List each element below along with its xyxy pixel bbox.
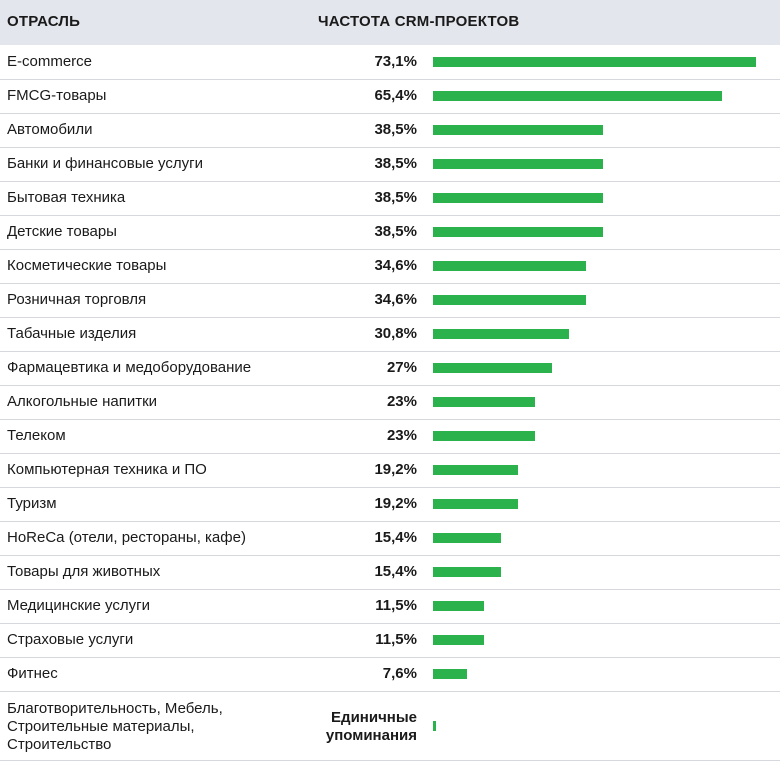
row-separator: [0, 623, 780, 624]
bar: [433, 329, 569, 339]
value-label: 30,8%: [374, 325, 417, 342]
category-label-line: Благотворительность, Мебель,: [7, 700, 223, 717]
bar: [433, 397, 535, 407]
row-separator: [0, 487, 780, 488]
category-label: Товары для животных: [7, 563, 161, 580]
value-label: 23%: [386, 393, 417, 410]
bar: [433, 227, 603, 237]
category-label: Благотворительность, Мебель, Строительные…: [7, 700, 223, 754]
row-separator: [0, 317, 780, 318]
category-label: Розничная торговля: [7, 291, 147, 308]
category-label: Табачные изделия: [7, 325, 137, 342]
value-label: 34,6%: [374, 257, 417, 274]
category-label: Фитнес: [7, 665, 58, 682]
row-separator: [0, 113, 780, 114]
bar: [433, 193, 603, 203]
category-label: Автомобили: [7, 121, 93, 138]
category-label: Косметические товары: [7, 257, 167, 274]
value-label: 11,5%: [375, 597, 417, 614]
value-label: 7,6%: [382, 665, 417, 682]
row-separator: [0, 249, 780, 250]
category-label: Медицинские услуги: [7, 597, 150, 614]
value-label: 65,4%: [374, 87, 417, 104]
bar: [433, 125, 603, 135]
bar: [433, 465, 518, 475]
value-label-line: Единичные: [331, 709, 417, 726]
row-separator: [0, 555, 780, 556]
bar: [433, 295, 586, 305]
category-label: Страховые услуги: [7, 631, 134, 648]
category-label: Телеком: [7, 427, 66, 444]
row-separator: [0, 351, 780, 352]
bar: [433, 159, 603, 169]
table-header: ОТРАСЛЬ ЧАСТОТА CRM-ПРОЕКТОВ: [0, 0, 780, 45]
bar: [433, 431, 535, 441]
bar: [433, 601, 484, 611]
category-label: Бытовая техника: [7, 189, 126, 206]
row-separator: [0, 589, 780, 590]
category-label-line: Строительство: [7, 736, 112, 753]
bar: [433, 533, 501, 543]
category-label: Детские товары: [7, 223, 117, 240]
category-label: HoReCa (отели, рестораны, кафе): [7, 529, 246, 546]
row-separator: [0, 215, 780, 216]
bar: [433, 261, 586, 271]
row-separator: [0, 419, 780, 420]
row-separator: [0, 147, 780, 148]
row-separator: [0, 181, 780, 182]
value-label: 38,5%: [374, 189, 417, 206]
value-label: 15,4%: [374, 563, 417, 580]
bar: [433, 57, 756, 67]
row-separator: [0, 453, 780, 454]
category-label: Алкогольные напитки: [7, 393, 158, 410]
bar: [433, 635, 484, 645]
bar: [433, 499, 518, 509]
row-separator: [0, 691, 780, 692]
category-label: E-commerce: [7, 53, 93, 70]
value-label: 38,5%: [374, 121, 417, 138]
category-label: Банки и финансовые услуги: [7, 155, 203, 172]
category-label: Туризм: [7, 495, 57, 512]
bar: [433, 363, 552, 373]
value-label-line: упоминания: [325, 727, 417, 744]
row-separator: [0, 521, 780, 522]
value-label: 34,6%: [374, 291, 417, 308]
value-label: 15,4%: [374, 529, 417, 546]
value-label: 38,5%: [374, 223, 417, 240]
category-column-header: ОТРАСЛЬ: [7, 13, 81, 30]
value-label: 23%: [386, 427, 417, 444]
bar: [433, 567, 501, 577]
category-label-line: Строительные материалы,: [7, 718, 195, 735]
bar: [433, 669, 467, 679]
row-separator: [0, 79, 780, 80]
value-label: 11,5%: [375, 631, 417, 648]
value-label: 19,2%: [374, 461, 417, 478]
value-column-header: ЧАСТОТА CRM-ПРОЕКТОВ: [318, 13, 520, 30]
row-separator: [0, 385, 780, 386]
value-label: 38,5%: [374, 155, 417, 172]
value-label: 73,1%: [374, 53, 417, 70]
category-label: Фармацевтика и медоборудование: [7, 359, 252, 376]
value-label: 19,2%: [374, 495, 417, 512]
row-separator: [0, 657, 780, 658]
row-separator: [0, 283, 780, 284]
category-label: FMCG-товары: [7, 87, 107, 104]
value-label: Единичные упоминания: [326, 709, 417, 745]
category-label: Компьютерная техника и ПО: [7, 461, 207, 478]
bar: [433, 721, 436, 731]
value-label: 27%: [386, 359, 417, 376]
bar: [433, 91, 722, 101]
